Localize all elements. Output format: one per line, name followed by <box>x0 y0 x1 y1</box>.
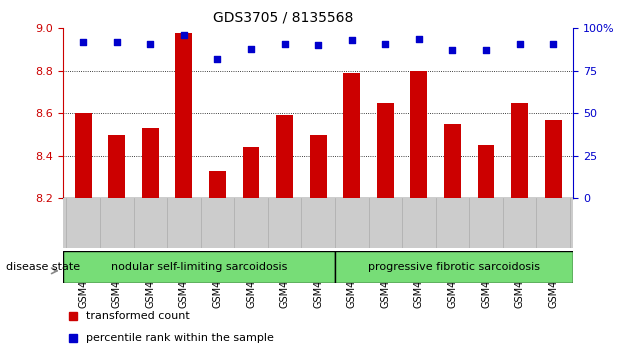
Point <box>481 47 491 53</box>
Bar <box>444 124 461 198</box>
Point <box>548 41 558 46</box>
Bar <box>176 33 192 198</box>
Bar <box>108 135 125 198</box>
Point <box>515 41 525 46</box>
Point <box>112 39 122 45</box>
Bar <box>511 103 528 198</box>
Point <box>246 46 256 52</box>
Bar <box>377 103 394 198</box>
Text: nodular self-limiting sarcoidosis: nodular self-limiting sarcoidosis <box>111 262 287 272</box>
Bar <box>411 71 427 198</box>
Bar <box>478 145 495 198</box>
Bar <box>310 135 326 198</box>
Point <box>313 42 323 48</box>
Point <box>381 41 391 46</box>
Bar <box>142 128 159 198</box>
Text: transformed count: transformed count <box>86 311 190 321</box>
Point <box>447 47 457 53</box>
Bar <box>545 120 561 198</box>
Point <box>179 32 189 38</box>
Text: disease state: disease state <box>6 262 81 272</box>
Bar <box>63 251 335 283</box>
Point <box>346 38 357 43</box>
Point <box>78 39 88 45</box>
Point <box>280 41 290 46</box>
Bar <box>343 73 360 198</box>
Bar <box>209 171 226 198</box>
Point <box>414 36 424 41</box>
Text: GDS3705 / 8135568: GDS3705 / 8135568 <box>214 11 353 25</box>
Bar <box>75 113 91 198</box>
Text: progressive fibrotic sarcoidosis: progressive fibrotic sarcoidosis <box>368 262 541 272</box>
Text: percentile rank within the sample: percentile rank within the sample <box>86 333 274 343</box>
Bar <box>243 147 260 198</box>
Bar <box>276 115 293 198</box>
Point <box>146 41 156 46</box>
Point <box>212 56 222 62</box>
Bar <box>335 251 573 283</box>
